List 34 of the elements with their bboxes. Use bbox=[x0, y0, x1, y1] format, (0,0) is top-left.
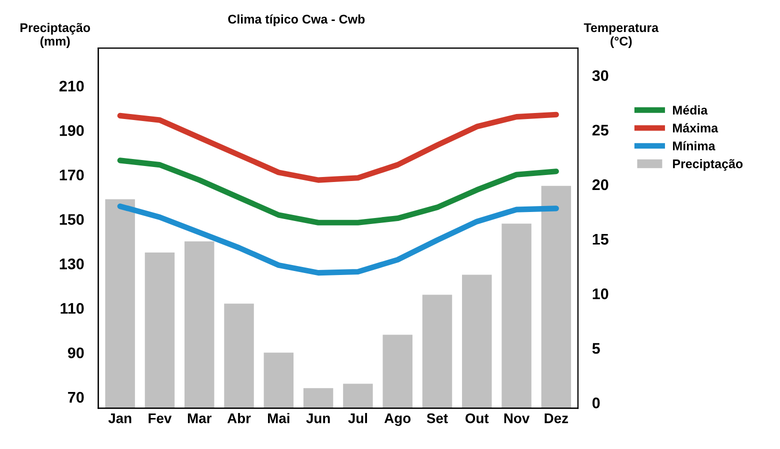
y2-tick-label: 15 bbox=[592, 234, 608, 245]
legend-label: Máxima bbox=[673, 123, 718, 132]
x-tick-label: Jul bbox=[348, 413, 368, 424]
x-tick-label: Set bbox=[426, 413, 448, 424]
y2-tick-label: 25 bbox=[592, 124, 608, 136]
y-tick-label: 210 bbox=[59, 80, 84, 92]
y2-tick-label: 0 bbox=[592, 398, 600, 408]
x-tick-label: Jan bbox=[108, 414, 132, 424]
y2-tick-label: 10 bbox=[592, 288, 608, 300]
y2-tick-label: 30 bbox=[592, 70, 608, 82]
x-tick-label: Mai bbox=[268, 413, 290, 424]
x-tick-label: Ago bbox=[384, 413, 411, 426]
y2-tick-label: 5 bbox=[592, 343, 600, 354]
x-tick-label: Out bbox=[466, 413, 489, 424]
y-tick-label: 70 bbox=[68, 392, 84, 403]
y-tick-label: 150 bbox=[60, 214, 84, 225]
y2-tick-label: 20 bbox=[592, 179, 608, 190]
chart-title: Clima típico Cwa - Cwb bbox=[228, 14, 365, 26]
x-tick-label: Mar bbox=[188, 414, 212, 424]
y-tick-label: 170 bbox=[60, 170, 84, 180]
y-tick-label: 90 bbox=[68, 347, 84, 358]
legend-label: Média bbox=[673, 105, 708, 115]
x-tick-label: Abr bbox=[227, 413, 251, 424]
y2-axis-title: Temperatura (°C) bbox=[584, 23, 659, 48]
y-tick-label: 130 bbox=[60, 258, 84, 270]
legend-label: Preciptação bbox=[673, 159, 743, 171]
y-tick-label: 110 bbox=[60, 302, 84, 314]
y-axis-title: Preciptação (mm) bbox=[20, 22, 90, 48]
x-tick-label: Jun bbox=[306, 414, 330, 424]
y-tick-label: 190 bbox=[60, 125, 84, 136]
x-tick-label: Fev bbox=[148, 414, 172, 424]
x-tick-label: Dez bbox=[544, 414, 568, 424]
x-tick-label: Nov bbox=[504, 414, 530, 424]
legend-label: Mínima bbox=[673, 141, 716, 150]
